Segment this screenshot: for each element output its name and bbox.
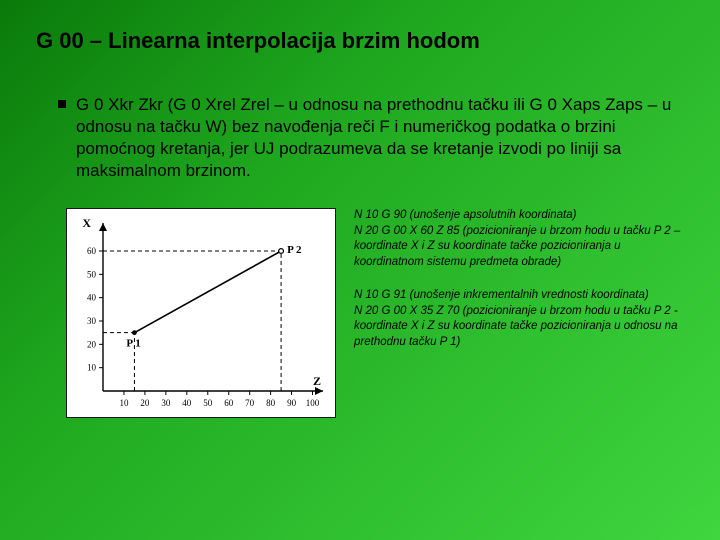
svg-text:10: 10 xyxy=(87,363,97,373)
chart-svg: 10 20 30 40 50 60 70 80 90 100 10 20 30 40 50 60 X Z P 1 P … xyxy=(67,209,337,419)
svg-text:20: 20 xyxy=(140,398,150,408)
svg-text:50: 50 xyxy=(87,270,97,280)
bullet-square-icon xyxy=(58,100,66,108)
slide: G 00 – Linearna interpolacija brzim hodo… xyxy=(0,0,720,540)
svg-text:20: 20 xyxy=(87,340,97,350)
slide-title: G 00 – Linearna interpolacija brzim hodo… xyxy=(36,28,684,54)
coordinate-chart: 10 20 30 40 50 60 70 80 90 100 10 20 30 40 50 60 X Z P 1 P … xyxy=(66,208,336,418)
svg-text:30: 30 xyxy=(161,398,171,408)
svg-text:100: 100 xyxy=(306,398,320,408)
svg-text:Z: Z xyxy=(313,374,321,388)
svg-text:70: 70 xyxy=(245,398,255,408)
svg-text:50: 50 xyxy=(203,398,213,408)
example-text: N 10 G 90 (unošenje apsolutnih koordinat… xyxy=(354,208,684,368)
svg-text:P 1: P 1 xyxy=(126,338,140,350)
svg-text:30: 30 xyxy=(87,316,97,326)
svg-text:X: X xyxy=(82,216,91,230)
bullet-item: G 0 Xkr Zkr (G 0 Xrel Zrel – u odnosu na… xyxy=(58,94,684,182)
bullet-text: G 0 Xkr Zkr (G 0 Xrel Zrel – u odnosu na… xyxy=(76,94,684,182)
svg-text:80: 80 xyxy=(266,398,276,408)
svg-text:P 2: P 2 xyxy=(287,244,302,256)
svg-text:40: 40 xyxy=(182,398,192,408)
example-para-2: N 10 G 91 (unošenje inkrementalnih vredn… xyxy=(354,288,684,350)
svg-text:40: 40 xyxy=(87,293,97,303)
example-para-1: N 10 G 90 (unošenje apsolutnih koordinat… xyxy=(354,208,684,270)
svg-text:60: 60 xyxy=(224,398,234,408)
svg-text:10: 10 xyxy=(119,398,129,408)
svg-text:60: 60 xyxy=(87,246,97,256)
lower-row: 10 20 30 40 50 60 70 80 90 100 10 20 30 40 50 60 X Z P 1 P … xyxy=(66,208,684,418)
svg-text:90: 90 xyxy=(287,398,297,408)
